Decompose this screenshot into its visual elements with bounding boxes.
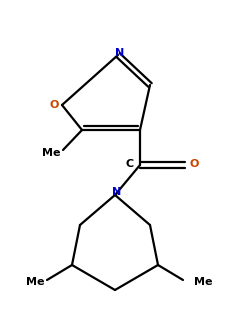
Text: Me: Me: [42, 148, 60, 158]
Text: C: C: [126, 159, 134, 169]
Text: N: N: [112, 187, 122, 197]
Text: N: N: [115, 48, 125, 58]
Text: Me: Me: [194, 277, 212, 287]
Text: O: O: [49, 100, 59, 110]
Text: O: O: [189, 159, 199, 169]
Text: Me: Me: [26, 277, 44, 287]
